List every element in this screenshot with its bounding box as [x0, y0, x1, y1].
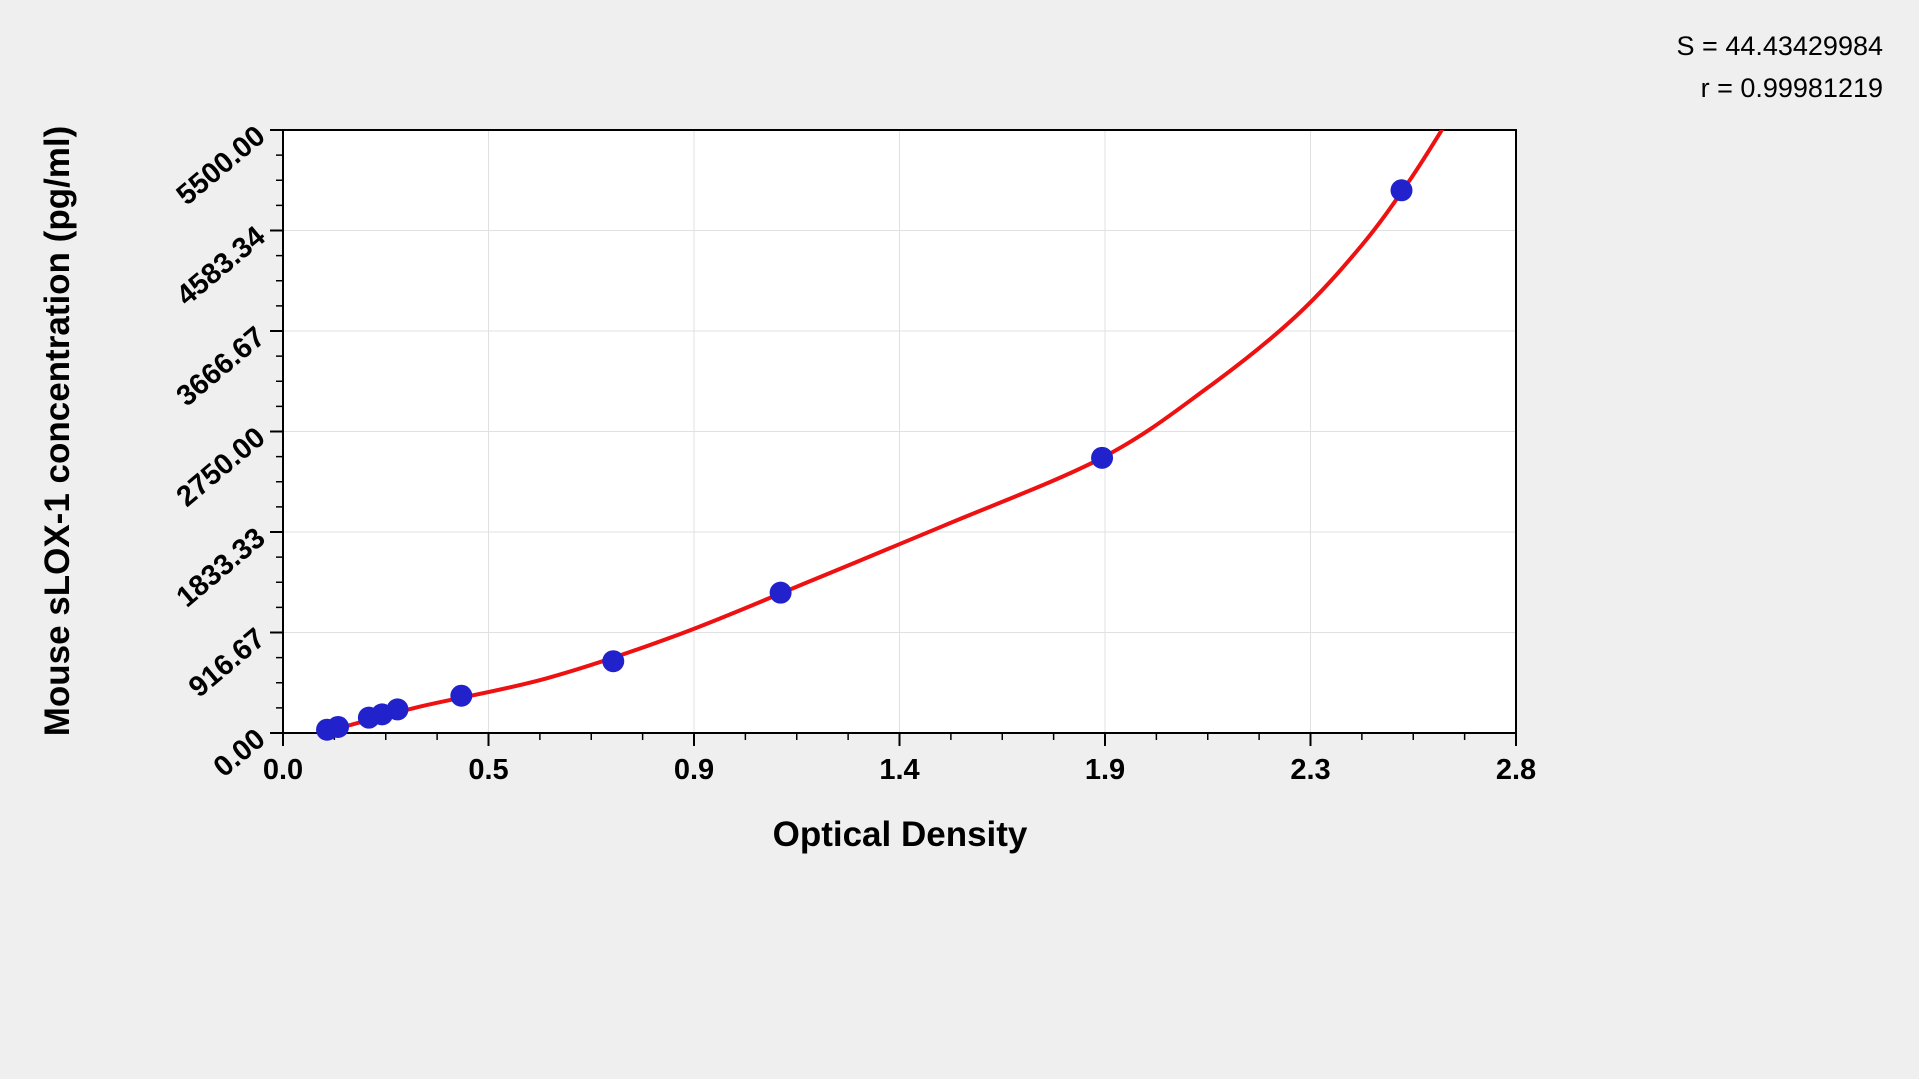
y-tick-label: 1833.33 — [171, 522, 272, 614]
fit-s-value: S = 44.43429984 — [1676, 31, 1883, 61]
x-tick-label: 2.8 — [1496, 754, 1536, 786]
x-tick-label: 0.0 — [263, 754, 303, 786]
data-point — [327, 715, 350, 738]
data-point — [769, 581, 792, 604]
x-tick-label: 1.9 — [1085, 754, 1125, 786]
x-tick-label: 0.5 — [468, 754, 508, 786]
x-tick-label: 2.3 — [1290, 754, 1330, 786]
y-axis-title: Mouse sLOX-1 concentration (pg/ml) — [38, 125, 77, 737]
x-axis-title: Optical Density — [772, 815, 1028, 854]
fit-curve — [316, 130, 1445, 733]
y-tick-label: 4583.34 — [171, 220, 272, 312]
y-tick-label: 3666.67 — [171, 321, 272, 413]
data-point — [602, 650, 625, 673]
data-point — [1091, 446, 1114, 469]
x-tick-label: 1.4 — [879, 754, 919, 786]
y-tick-label: 5500.00 — [171, 120, 272, 212]
y-tick-label: 2750.00 — [171, 421, 272, 513]
data-point — [1390, 179, 1413, 202]
fit-r-value: r = 0.99981219 — [1700, 73, 1883, 103]
y-tick-label: 916.67 — [183, 622, 272, 704]
x-tick-label: 0.9 — [674, 754, 714, 786]
data-point — [450, 684, 473, 707]
data-point — [386, 698, 409, 721]
